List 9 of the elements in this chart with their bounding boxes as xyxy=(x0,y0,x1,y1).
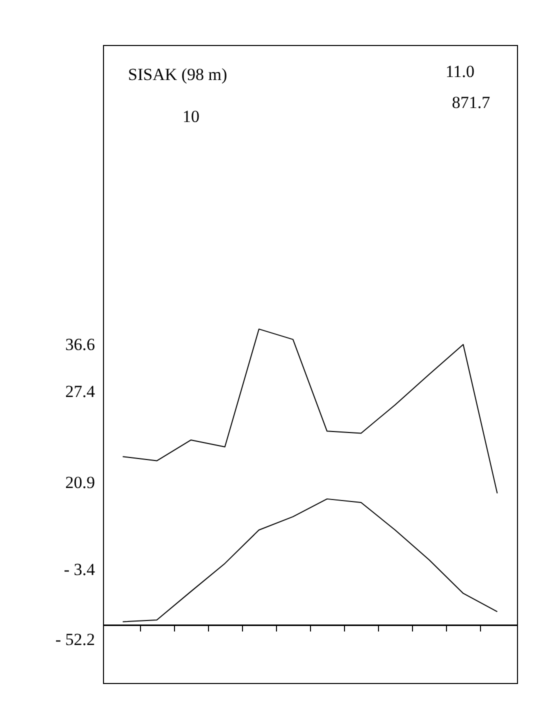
text: 871.7 xyxy=(452,93,491,112)
text: - 3.4 xyxy=(64,560,96,579)
text: 36.6 xyxy=(65,335,95,354)
text: 11.0 xyxy=(445,62,475,81)
chart-title: SISAK (98 m) xyxy=(128,65,228,84)
text: 20.9 xyxy=(65,473,95,492)
text: 27.4 xyxy=(65,382,96,401)
text: 10 xyxy=(182,107,200,126)
text: - 52.2 xyxy=(55,630,95,649)
